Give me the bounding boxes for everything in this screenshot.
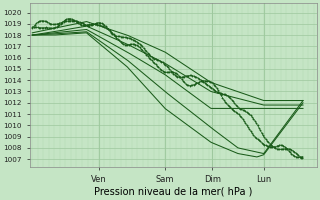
X-axis label: Pression niveau de la mer( hPa ): Pression niveau de la mer( hPa ) <box>94 187 252 197</box>
